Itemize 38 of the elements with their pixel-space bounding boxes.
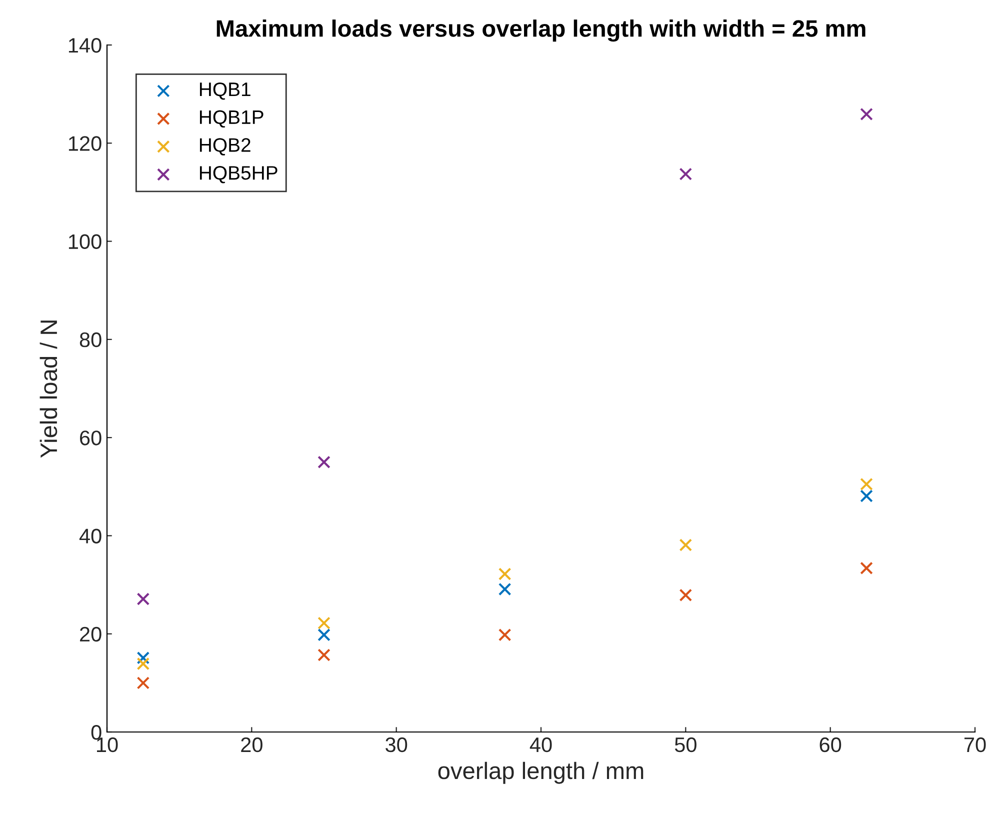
point bbox=[498, 568, 512, 580]
chart-title: Maximum loads versus overlap length with width = 25 mm bbox=[216, 20, 866, 42]
y-tick-label: 120 bbox=[68, 136, 102, 151]
point bbox=[860, 108, 873, 121]
point bbox=[136, 592, 150, 606]
legend-label: HQB1P bbox=[200, 110, 264, 128]
point bbox=[318, 628, 330, 642]
y-tick-label: 40 bbox=[79, 528, 102, 544]
y-tick-label: 80 bbox=[80, 332, 102, 348]
point bbox=[679, 538, 692, 552]
point bbox=[679, 168, 692, 180]
x-tick-label: 40 bbox=[530, 737, 552, 752]
point bbox=[860, 478, 873, 491]
x-tick-label: 50 bbox=[674, 737, 696, 752]
x-tick-label: 20 bbox=[241, 737, 262, 752]
point bbox=[136, 651, 150, 664]
x-tick-label: 60 bbox=[820, 737, 842, 752]
point bbox=[860, 490, 873, 502]
x-tick-label: 30 bbox=[386, 737, 408, 752]
legend-label: HQB1 bbox=[200, 82, 250, 100]
point bbox=[679, 588, 692, 602]
x-axis-title: overlap length / mm bbox=[438, 762, 644, 784]
point bbox=[318, 648, 330, 662]
y-tick-label: 100 bbox=[68, 234, 102, 250]
point bbox=[136, 657, 150, 670]
point bbox=[318, 616, 330, 630]
point bbox=[498, 628, 512, 642]
y-tick-label: 140 bbox=[68, 38, 102, 53]
y-axis-title: Yield load / N bbox=[40, 320, 58, 458]
y-tick-label: 20 bbox=[80, 626, 102, 642]
point bbox=[498, 582, 512, 596]
y-tick-label: 60 bbox=[80, 430, 102, 446]
point bbox=[318, 456, 330, 469]
legend-label: HQB5HP bbox=[200, 166, 278, 184]
legend-label: HQB2 bbox=[200, 138, 250, 156]
point bbox=[860, 562, 873, 575]
x-tick-label: 70 bbox=[964, 737, 986, 752]
point bbox=[136, 676, 150, 690]
